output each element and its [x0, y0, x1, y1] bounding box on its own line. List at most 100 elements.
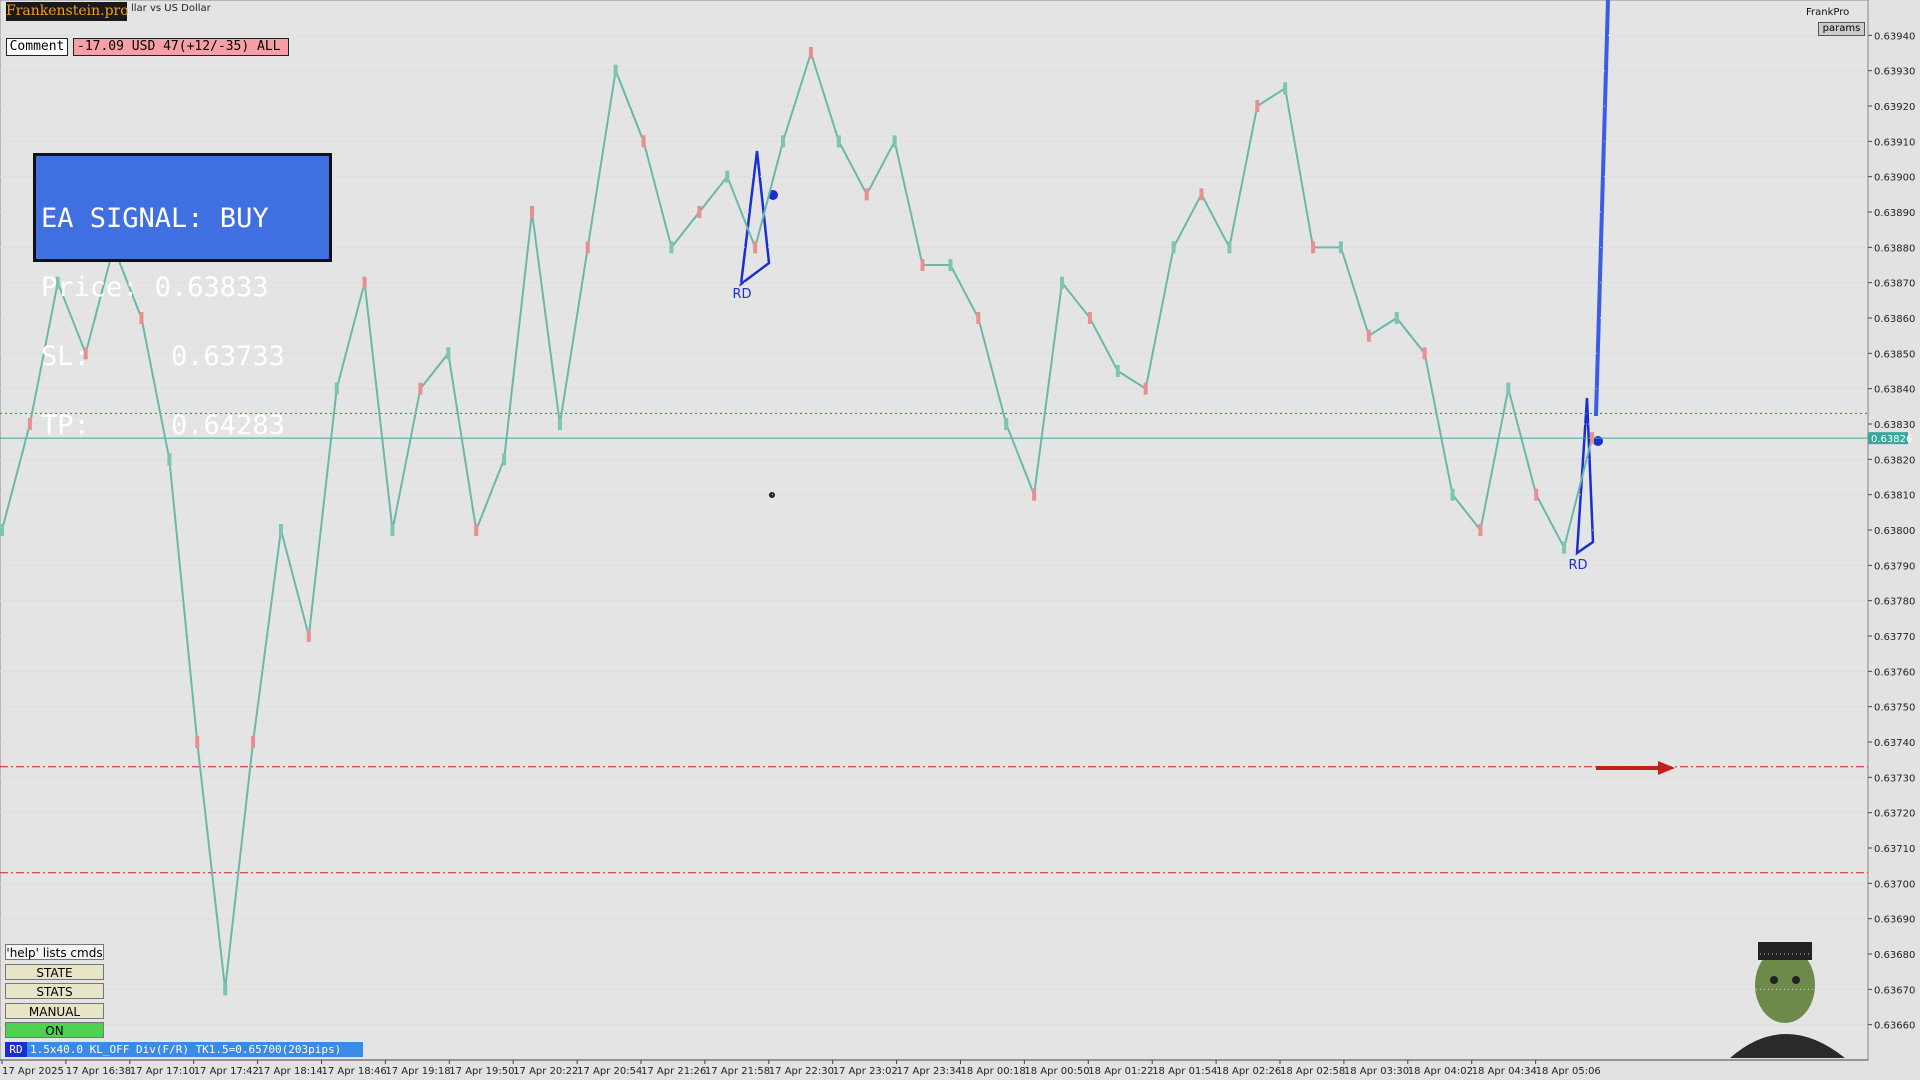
y-tick-label: 0.63900 — [1874, 173, 1915, 184]
y-tick-label: 0.63870 — [1874, 279, 1915, 290]
candle — [892, 135, 897, 148]
signal-line: TP: 0.64283 — [41, 410, 285, 441]
candle — [669, 241, 674, 254]
candle — [1199, 188, 1204, 201]
candle — [808, 47, 813, 59]
candle — [920, 259, 925, 271]
candle — [725, 170, 730, 183]
candle — [1562, 541, 1567, 554]
y-tick-label: 0.63830 — [1874, 420, 1915, 431]
candle — [864, 188, 869, 201]
x-tick-label: 18 Apr 05:06 — [1536, 1066, 1601, 1077]
signal-dot — [1593, 436, 1603, 446]
comment-text: -17.09 USD 47(+12/-35) ALL — [73, 38, 289, 56]
x-tick-label: 17 Apr 23:34 — [897, 1066, 962, 1077]
candle — [836, 135, 841, 148]
on-button[interactable]: ON — [5, 1022, 104, 1038]
params-button[interactable]: params — [1818, 22, 1865, 36]
x-tick-label: 17 Apr 21:58 — [705, 1066, 770, 1077]
projection-line — [1594, 0, 1610, 417]
x-tick-label: 17 Apr 16:38 — [66, 1066, 131, 1077]
x-tick-label: 18 Apr 02:26 — [1216, 1066, 1281, 1077]
signal-panel: EA SIGNAL: BUY Price: 0.63833 SL: 0.6373… — [33, 153, 332, 439]
x-tick-label: 17 Apr 21:26 — [641, 1066, 706, 1077]
candle — [0, 524, 4, 536]
mascot — [1730, 940, 1855, 1058]
x-tick-label: 17 Apr 17:10 — [130, 1066, 195, 1077]
candle — [1311, 241, 1316, 254]
y-tick-label: 0.63790 — [1874, 561, 1915, 572]
manual-button[interactable]: MANUAL — [5, 1003, 104, 1019]
y-tick-label: 0.63680 — [1874, 950, 1915, 961]
candle — [418, 382, 423, 395]
candle — [362, 276, 367, 289]
candle — [1422, 347, 1427, 360]
candle — [474, 524, 479, 536]
current-price-box — [1868, 432, 1908, 445]
candle — [641, 135, 646, 148]
x-tick-label: 17 Apr 19:18 — [385, 1066, 450, 1077]
candle — [83, 347, 88, 360]
candle — [530, 206, 534, 218]
candle — [306, 630, 311, 642]
y-tick-label: 0.63890 — [1874, 208, 1915, 219]
candle — [1255, 100, 1260, 112]
x-tick-label: 17 Apr 23:02 — [833, 1066, 898, 1077]
status-tag: RD — [5, 1042, 27, 1057]
candle — [948, 259, 953, 271]
candle — [278, 524, 283, 536]
sl-arrow-head — [1658, 761, 1675, 775]
candle — [1338, 241, 1343, 254]
candle — [1087, 312, 1092, 324]
x-tick-label: 17 Apr 22:30 — [769, 1066, 834, 1077]
y-tick-label: 0.63770 — [1874, 632, 1915, 643]
candle — [976, 312, 981, 324]
stats-button[interactable]: STATS — [5, 983, 104, 999]
y-tick-label: 0.63910 — [1874, 137, 1915, 148]
candle — [251, 736, 256, 748]
candle — [195, 736, 200, 748]
y-tick-label: 0.63710 — [1874, 844, 1915, 855]
y-tick-label: 0.63730 — [1874, 773, 1915, 784]
candle — [1171, 241, 1176, 254]
candle — [613, 64, 618, 77]
candle — [334, 382, 339, 395]
candle — [502, 453, 507, 466]
y-tick-label: 0.63860 — [1874, 314, 1915, 325]
candle — [585, 241, 590, 254]
candle — [55, 276, 60, 289]
y-tick-label: 0.63820 — [1874, 455, 1915, 466]
x-tick-label: 18 Apr 00:50 — [1024, 1066, 1089, 1077]
x-tick-label: 17 Apr 20:54 — [577, 1066, 642, 1077]
candle — [1115, 365, 1120, 377]
price-line — [1, 49, 1593, 990]
y-tick-label: 0.63760 — [1874, 667, 1915, 678]
x-tick-label: 18 Apr 04:34 — [1472, 1066, 1537, 1077]
candle — [27, 418, 32, 430]
candle — [390, 524, 395, 536]
y-tick-label: 0.63720 — [1874, 809, 1915, 820]
x-tick-label: 18 Apr 01:22 — [1088, 1066, 1153, 1077]
candle — [1366, 329, 1371, 342]
x-tick-label: 17 Apr 18:14 — [258, 1066, 323, 1077]
candle — [753, 241, 758, 254]
y-tick-label: 0.63850 — [1874, 349, 1915, 360]
y-tick-label: 0.63940 — [1874, 31, 1915, 42]
x-tick-label: 18 Apr 03:30 — [1344, 1066, 1409, 1077]
x-tick-label: 17 Apr 20:22 — [513, 1066, 578, 1077]
x-tick-label: 18 Apr 01:54 — [1152, 1066, 1217, 1077]
pattern-label: RD — [732, 287, 751, 302]
y-tick-label: 0.63690 — [1874, 915, 1915, 926]
candle — [1283, 82, 1288, 95]
candle — [1060, 276, 1064, 289]
status-text: 1.5x40.0 KL_OFF Div(F/R) TK1.5=0.65700(2… — [27, 1042, 363, 1057]
y-tick-label: 0.63700 — [1874, 879, 1915, 890]
x-tick-label: 18 Apr 02:58 — [1280, 1066, 1345, 1077]
help-button[interactable]: 'help' lists cmds — [5, 944, 104, 960]
y-tick-label: 0.63930 — [1874, 67, 1915, 78]
state-button[interactable]: STATE — [5, 964, 104, 980]
y-tick-label: 0.63920 — [1874, 102, 1915, 113]
y-tick-label: 0.63880 — [1874, 243, 1915, 254]
candle — [1227, 241, 1232, 254]
